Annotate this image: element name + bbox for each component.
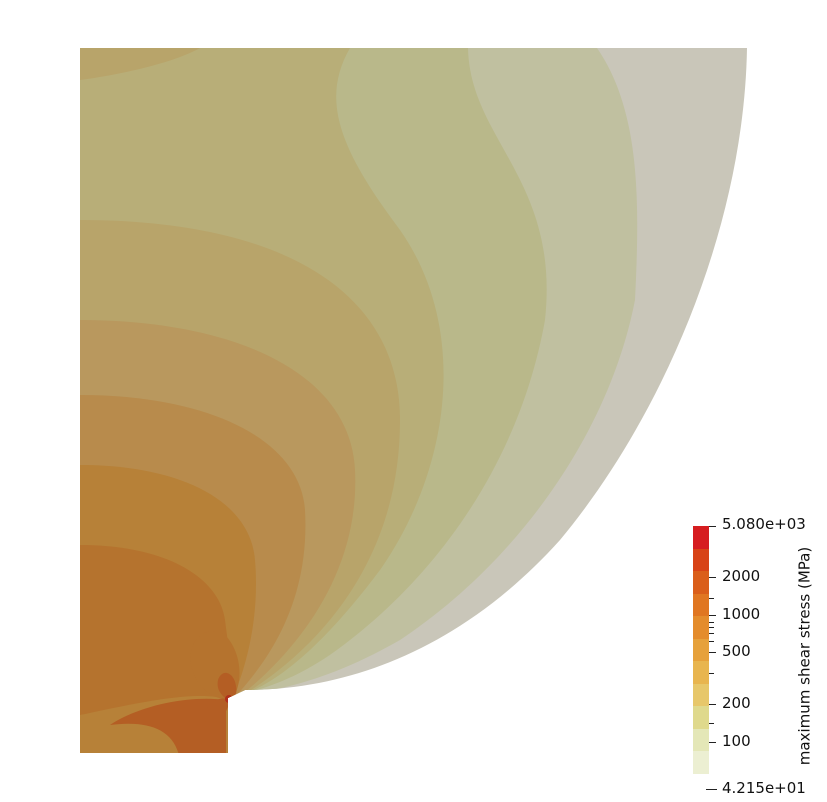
contour-region (225, 695, 233, 703)
colorbar-min-dash (706, 789, 717, 790)
colorbar-tick-2000 (709, 577, 716, 578)
colorbar-band (693, 706, 709, 729)
colorbar-tick-max (709, 526, 716, 527)
colorbar-tick-200 (709, 704, 716, 705)
colorbar-minor-tick (709, 673, 714, 674)
colorbar-band (693, 616, 709, 639)
colorbar-minor-tick (709, 622, 714, 623)
colorbar-minor-tick (709, 641, 714, 642)
colorbar-min-label: 4.215e+01 (722, 779, 806, 797)
colorbar-title: maximum shear stress (MPa) (795, 546, 814, 766)
colorbar (693, 526, 709, 774)
colorbar-band (693, 728, 709, 752)
colorbar-tick-label-2000: 2000 (722, 567, 761, 585)
colorbar-band (693, 548, 709, 572)
colorbar-band (693, 571, 709, 594)
colorbar-minor-tick (709, 627, 714, 628)
colorbar-tick-label-200: 200 (722, 694, 751, 712)
colorbar-minor-tick (709, 723, 714, 724)
colorbar-band (693, 526, 709, 549)
colorbar-tick-label-500: 500 (722, 642, 751, 660)
colorbar-band (693, 638, 709, 662)
colorbar-band (693, 661, 709, 684)
colorbar-tick-1000 (709, 615, 716, 616)
colorbar-band (693, 683, 709, 707)
colorbar-tick-label-1000: 1000 (722, 605, 761, 623)
contour-region (217, 672, 237, 701)
colorbar-minor-tick (709, 598, 714, 599)
colorbar-band (693, 751, 709, 774)
colorbar-minor-tick (709, 633, 714, 634)
colorbar-tick-label-100: 100 (722, 732, 751, 750)
contour-region (110, 698, 226, 753)
colorbar-tick-500 (709, 652, 716, 653)
contour-region (204, 698, 230, 725)
colorbar-tick-100 (709, 742, 716, 743)
colorbar-band (693, 593, 709, 617)
stress-field-contours (80, 48, 747, 753)
colorbar-max-label: 5.080e+03 (722, 515, 806, 533)
